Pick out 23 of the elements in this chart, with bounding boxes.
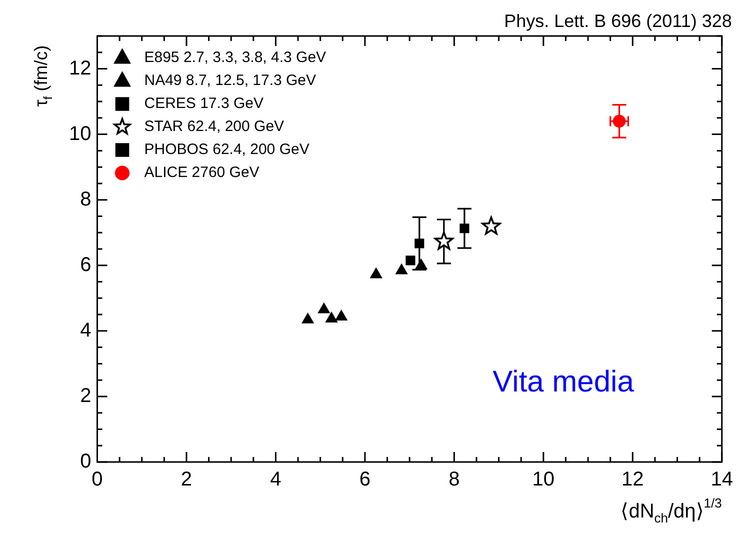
legend-label: STAR 62.4, 200 GeV bbox=[144, 118, 284, 136]
y-tick-label: 12 bbox=[68, 57, 92, 80]
x-tick-label: 14 bbox=[710, 468, 733, 491]
y-axis-title: τf (fm/c) bbox=[31, 45, 55, 107]
x-tick-label: 10 bbox=[532, 468, 555, 491]
y-tick-label: 2 bbox=[80, 384, 92, 407]
legend-label: NA49 8.7, 12.5, 17.3 GeV bbox=[144, 72, 316, 90]
legend-label: E895 2.7, 3.3, 3.8, 4.3 GeV bbox=[144, 49, 326, 66]
y-tick-label: 8 bbox=[80, 188, 92, 210]
x-tick-label: 12 bbox=[622, 468, 644, 491]
x-tick-label: 4 bbox=[270, 468, 282, 491]
x-tick-label: 6 bbox=[359, 468, 371, 491]
y-tick-label: 6 bbox=[80, 254, 92, 276]
legend-label: PHOBOS 62.4, 200 GeV bbox=[144, 141, 310, 158]
text: Phys. Lett. B 696 (2011) 328 bbox=[504, 10, 732, 31]
legend-label: CERES 17.3 GeV bbox=[144, 95, 264, 112]
y-tick-label: 10 bbox=[68, 122, 92, 145]
y-tick-label: 4 bbox=[80, 319, 92, 342]
y-tick-label: 0 bbox=[80, 450, 92, 473]
annotation: Vita media bbox=[492, 366, 634, 399]
x-tick-label: 2 bbox=[180, 468, 192, 491]
x-tick-label: 8 bbox=[448, 468, 460, 491]
legend-label: ALICE 2760 GeV bbox=[144, 164, 260, 182]
